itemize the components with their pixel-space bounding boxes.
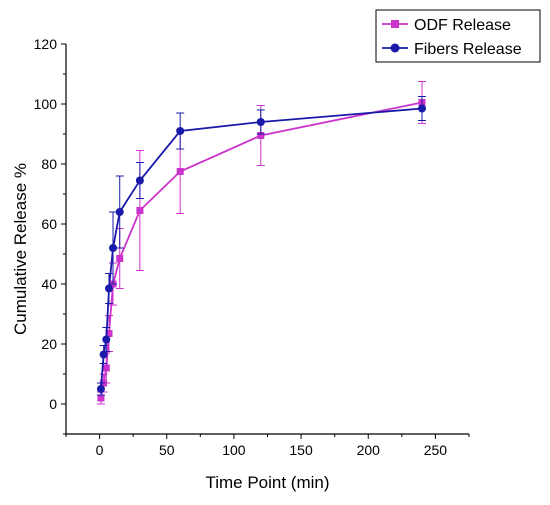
data-point	[96, 385, 105, 393]
x-tick-label: 200	[357, 442, 381, 458]
series-line	[100, 107, 423, 390]
data-point	[135, 176, 144, 185]
legend-label: ODF Release	[414, 17, 511, 34]
x-tick-label: 50	[159, 442, 175, 458]
x-tick-label: 150	[289, 442, 313, 458]
series-odf-release	[96, 81, 426, 405]
data-point	[102, 364, 110, 372]
legend: ODF Release Fibers Release	[375, 9, 541, 63]
legend-box	[375, 9, 541, 63]
y-tick-label: 60	[41, 216, 57, 232]
y-tick-label: 20	[41, 336, 57, 352]
legend-label: Fibers Release	[414, 41, 522, 58]
series-fibers-release	[96, 96, 426, 396]
data-point	[97, 394, 105, 402]
data-point	[256, 118, 265, 126]
data-point	[115, 208, 124, 216]
legend-marker	[391, 20, 399, 28]
y-tick-label: 120	[34, 36, 58, 52]
data-point	[176, 127, 185, 135]
y-tick-label: 0	[49, 396, 57, 412]
x-axis-title: Time Point (min)	[205, 473, 329, 492]
x-tick-label: 0	[96, 442, 104, 458]
data-point	[102, 335, 111, 344]
data-point	[105, 330, 113, 337]
x-tick-label: 100	[222, 442, 246, 458]
data-point	[176, 168, 184, 175]
legend-marker	[390, 43, 400, 53]
data-point	[257, 132, 265, 139]
data-point	[417, 104, 426, 113]
series-line	[100, 101, 423, 399]
data-point	[99, 350, 108, 359]
axes: 0 50 100 150 200 250 0 20 40 60 80 100 120	[34, 36, 470, 458]
data-point	[104, 284, 113, 293]
y-tick-label: 40	[41, 276, 57, 292]
data-point	[116, 255, 124, 262]
y-tick-label: 100	[34, 96, 58, 112]
data-point	[136, 207, 144, 214]
data-point	[109, 244, 118, 252]
plot-area	[96, 81, 426, 405]
x-tick-label: 250	[424, 442, 448, 458]
y-axis-title: Cumulative Release %	[11, 163, 30, 335]
y-tick-label: 80	[41, 156, 57, 172]
